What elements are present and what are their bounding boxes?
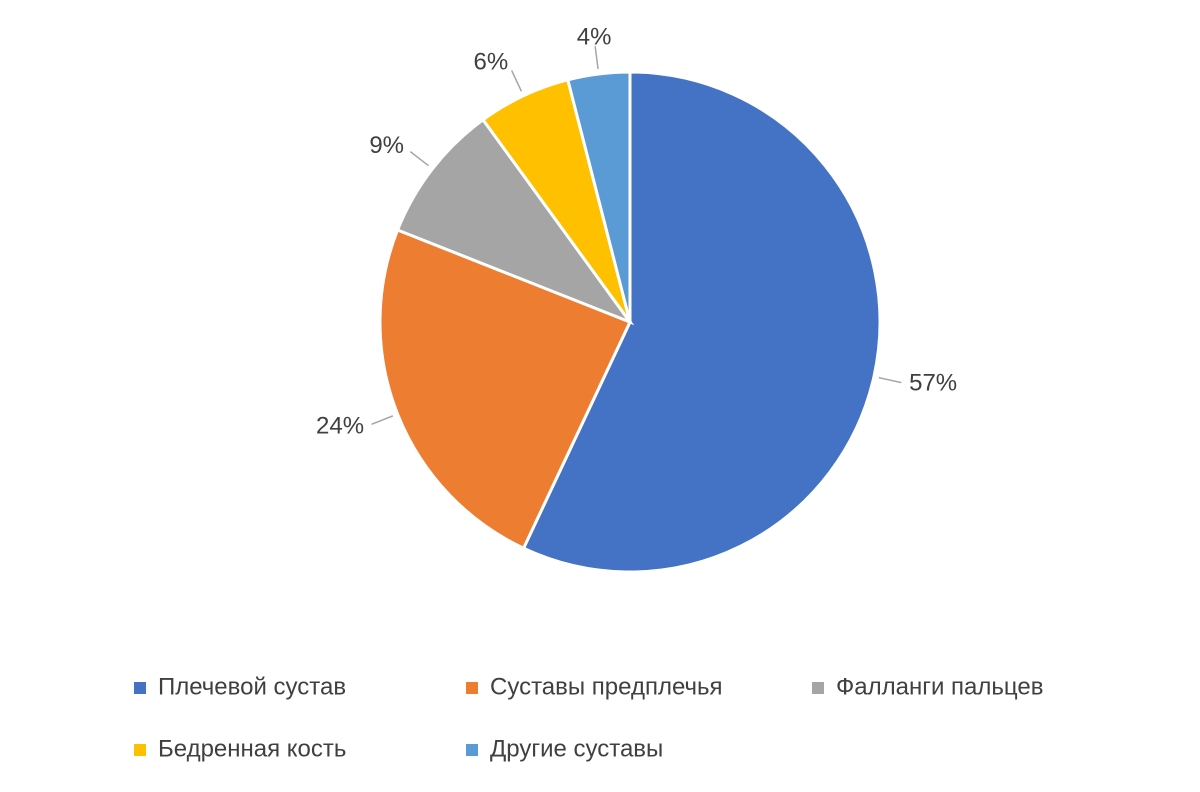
pie-slice (521, 70, 882, 574)
data-label: 9% (369, 132, 404, 159)
pie-slice (378, 228, 633, 551)
legend-marker (466, 744, 478, 756)
legend-marker (466, 682, 478, 694)
leader-line (510, 70, 523, 92)
pie-slice (395, 117, 635, 326)
legend-label: Другие суставы (490, 735, 663, 762)
leader-line (878, 376, 902, 384)
legend-label: Бедренная кость (158, 735, 346, 762)
legend-label: Плечевой сустав (158, 673, 346, 700)
legend-label: Суставы предплечья (490, 673, 723, 700)
legend-marker (134, 682, 146, 694)
leader-line (594, 46, 599, 70)
pie-slice (566, 70, 632, 323)
leader-line (371, 415, 394, 426)
legend-marker (134, 744, 146, 756)
legend-label: Фалланги пальцев (836, 673, 1043, 700)
data-label: 4% (577, 24, 612, 51)
data-label: 6% (474, 49, 509, 76)
leader-line (409, 151, 429, 167)
data-label: 57% (909, 370, 957, 397)
data-label: 24% (316, 413, 364, 440)
legend-marker (812, 682, 824, 694)
